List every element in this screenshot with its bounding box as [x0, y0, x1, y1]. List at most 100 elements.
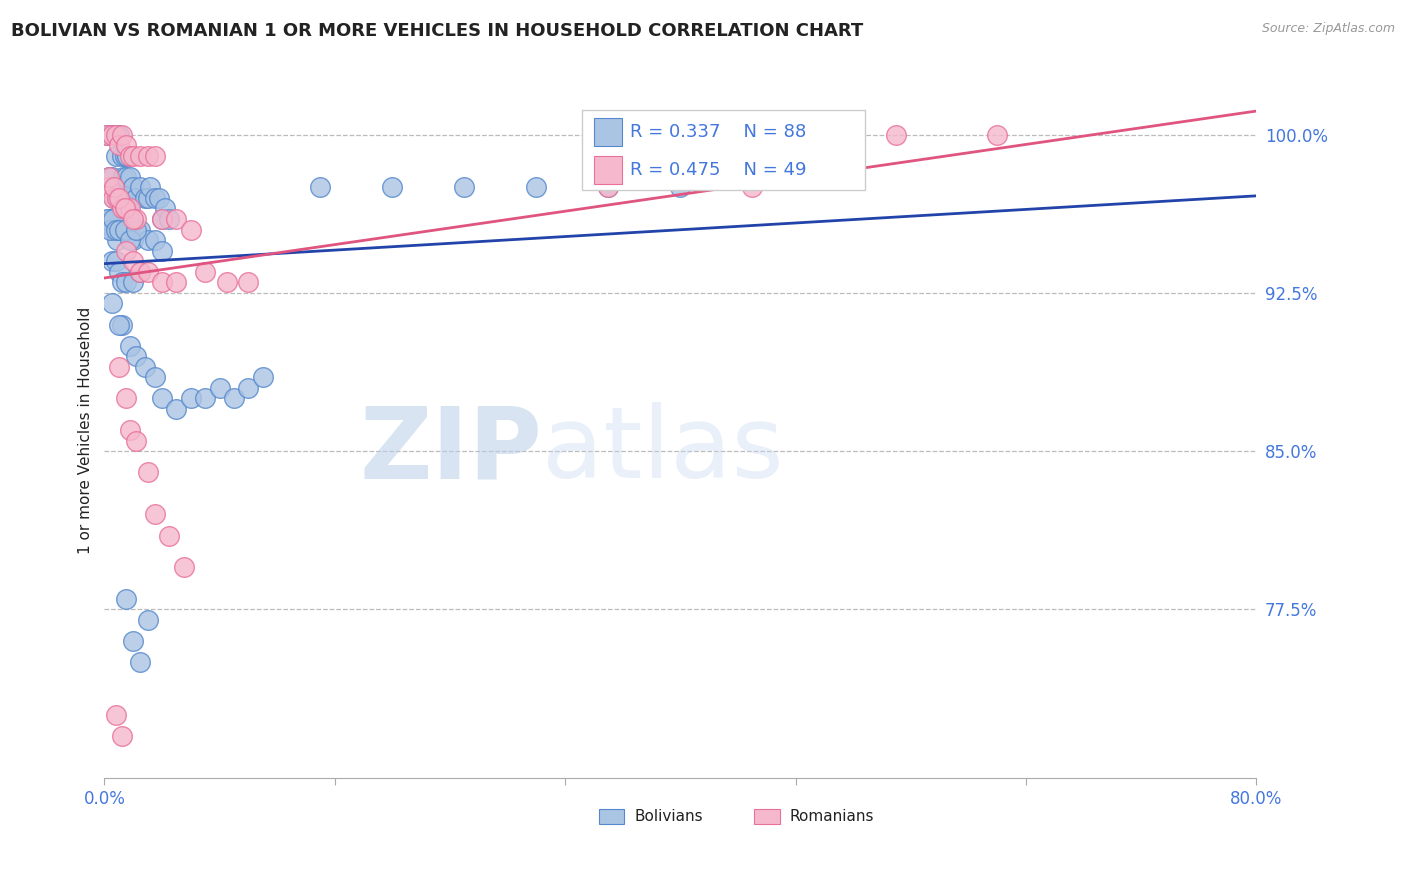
Point	[100, 254, 122, 268]
Point	[114, 222, 136, 236]
Point	[886, 128, 908, 142]
Point	[136, 233, 159, 247]
Point	[524, 180, 547, 194]
Point	[97, 169, 120, 184]
Point	[134, 359, 156, 374]
Point	[309, 180, 332, 194]
Point	[111, 276, 134, 290]
Point	[157, 528, 180, 542]
Point	[101, 212, 124, 227]
Point	[120, 423, 142, 437]
Point	[105, 191, 128, 205]
Point	[143, 233, 166, 247]
Point	[101, 222, 124, 236]
FancyBboxPatch shape	[582, 110, 865, 190]
Point	[122, 149, 145, 163]
Point	[136, 613, 159, 627]
Point	[139, 180, 162, 194]
Point	[100, 296, 122, 310]
Point	[173, 560, 195, 574]
Bar	[593, 118, 621, 146]
Point	[741, 180, 763, 194]
Point	[153, 202, 176, 216]
Point	[103, 180, 125, 194]
Bar	[593, 156, 621, 184]
Point	[143, 149, 166, 163]
Point	[107, 265, 129, 279]
Point	[101, 128, 124, 142]
Point	[101, 191, 124, 205]
Point	[143, 508, 166, 522]
Point	[100, 169, 122, 184]
Point	[115, 591, 138, 606]
Point	[122, 233, 145, 247]
Bar	[755, 809, 780, 824]
Point	[165, 401, 187, 416]
Point	[107, 138, 129, 153]
Point	[117, 149, 139, 163]
Point	[157, 212, 180, 227]
Point	[120, 338, 142, 352]
Point	[96, 212, 118, 227]
Text: BOLIVIAN VS ROMANIAN 1 OR MORE VEHICLES IN HOUSEHOLD CORRELATION CHART: BOLIVIAN VS ROMANIAN 1 OR MORE VEHICLES …	[11, 22, 863, 40]
Point	[122, 212, 145, 227]
Point	[381, 180, 404, 194]
Point	[129, 265, 152, 279]
Point	[129, 222, 152, 236]
Point	[104, 128, 127, 142]
Point	[165, 212, 187, 227]
Point	[136, 465, 159, 479]
Point	[165, 276, 187, 290]
Point	[111, 149, 134, 163]
Point	[129, 180, 152, 194]
Point	[115, 202, 138, 216]
Point	[114, 202, 136, 216]
Point	[111, 729, 134, 743]
Point	[120, 233, 142, 247]
Point	[122, 634, 145, 648]
Text: R = 0.475    N = 49: R = 0.475 N = 49	[630, 161, 807, 178]
Point	[107, 191, 129, 205]
Text: ZIP: ZIP	[360, 402, 543, 500]
Point	[111, 128, 134, 142]
Point	[107, 359, 129, 374]
Point	[194, 265, 217, 279]
Point	[125, 434, 148, 448]
Point	[150, 244, 173, 258]
Text: Source: ZipAtlas.com: Source: ZipAtlas.com	[1261, 22, 1395, 36]
Point	[104, 149, 127, 163]
Point	[136, 265, 159, 279]
Point	[105, 233, 128, 247]
Text: atlas: atlas	[543, 402, 783, 500]
Point	[97, 169, 120, 184]
Point	[986, 128, 1008, 142]
Point	[453, 180, 475, 194]
Point	[111, 318, 134, 332]
Point	[98, 128, 121, 142]
Point	[150, 276, 173, 290]
Point	[96, 128, 118, 142]
Point	[122, 254, 145, 268]
Point	[111, 202, 134, 216]
Point	[120, 169, 142, 184]
Point	[104, 707, 127, 722]
Point	[136, 149, 159, 163]
Point	[122, 276, 145, 290]
Point	[143, 370, 166, 384]
Point	[110, 191, 132, 205]
Point	[238, 381, 260, 395]
Point	[143, 191, 166, 205]
Point	[129, 149, 152, 163]
Point	[125, 191, 148, 205]
Y-axis label: 1 or more Vehicles in Household: 1 or more Vehicles in Household	[79, 306, 93, 554]
Point	[134, 191, 156, 205]
Point	[194, 392, 217, 406]
Point	[96, 128, 118, 142]
Point	[103, 191, 125, 205]
Point	[252, 370, 274, 384]
Point	[129, 655, 152, 669]
Point	[180, 222, 202, 236]
Point	[118, 191, 141, 205]
Bar	[599, 809, 624, 824]
Point	[125, 349, 148, 363]
